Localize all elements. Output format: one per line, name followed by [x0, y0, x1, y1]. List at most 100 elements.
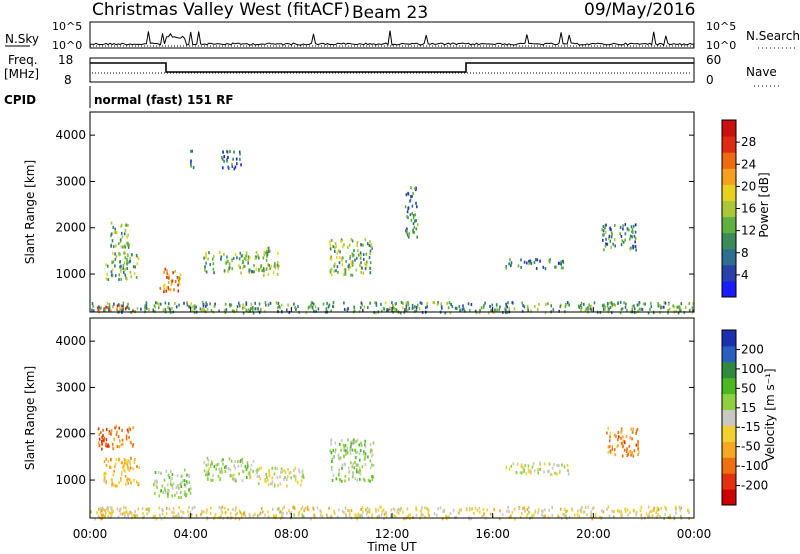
velocity-cell [393, 514, 395, 518]
velocity-cell [356, 450, 359, 454]
power-cell [267, 246, 270, 250]
velocity-cell [471, 507, 473, 511]
velocity-cell [688, 511, 690, 515]
power-cell [280, 303, 283, 307]
power-cell [332, 304, 334, 308]
velocity-cell [364, 445, 367, 448]
velocity-colorbar-label: Velocity [m s⁻¹] [763, 368, 777, 461]
power-cell [667, 309, 669, 312]
velocity-cell [271, 467, 273, 470]
velocity-cell [348, 477, 350, 481]
velocity-cell [219, 478, 221, 482]
power-cell [128, 260, 131, 264]
velocity-cell [350, 509, 353, 513]
power-cell [350, 238, 353, 241]
power-cell [274, 264, 277, 268]
velocity-cell [293, 507, 296, 511]
power-cell [269, 301, 272, 305]
power-cell [691, 306, 694, 310]
power-cell [125, 276, 128, 280]
velocity-cell [277, 507, 279, 511]
velocity-cell [252, 514, 255, 518]
power-cell [416, 205, 418, 209]
velocity-cell [154, 471, 157, 474]
power-cell [202, 302, 205, 306]
power-cell [107, 278, 110, 281]
velocity-cell [339, 456, 342, 460]
range-tick-label: 2000 [55, 221, 86, 235]
power-cell [612, 242, 614, 246]
power-cell [356, 244, 358, 247]
power-cell [603, 248, 605, 252]
velocity-cell [102, 428, 104, 432]
velocity-cell [638, 450, 640, 454]
colorbar-swatch [722, 248, 736, 266]
power-cell [444, 311, 446, 315]
velocity-cell [101, 439, 103, 443]
velocity-cell [393, 508, 396, 512]
velocity-cell [121, 465, 124, 469]
power-cell [272, 270, 275, 274]
power-cell [358, 253, 360, 257]
power-cell [329, 257, 332, 261]
velocity-cell [328, 506, 330, 510]
velocity-cell [364, 439, 367, 443]
velocity-cell [576, 513, 579, 517]
power-cell [111, 239, 114, 243]
power-cell [406, 215, 408, 219]
time-tick-label: 12:00 [375, 527, 410, 541]
power-cell [326, 301, 328, 305]
velocity-cell [580, 507, 582, 511]
colorbar-swatch [722, 232, 736, 250]
velocity-cell [281, 470, 284, 474]
power-cell [609, 306, 612, 309]
velocity-cell [424, 515, 426, 519]
velocity-cell [283, 469, 286, 473]
velocity-cell [341, 466, 343, 470]
power-cell [242, 306, 244, 310]
velocity-cell [669, 515, 671, 519]
velocity-cell [586, 513, 588, 517]
velocity-cell [370, 448, 372, 452]
power-cell [103, 308, 105, 312]
power-cell [534, 305, 536, 308]
power-cell [365, 264, 368, 268]
velocity-cell [183, 490, 186, 494]
velocity-cell [252, 469, 254, 473]
power-cell [510, 264, 512, 268]
power-cell [238, 264, 240, 268]
power-cell [603, 233, 605, 236]
velocity-cell [157, 471, 160, 474]
velocity-cell [296, 481, 299, 485]
velocity-cell [177, 512, 180, 516]
power-cell [508, 262, 510, 266]
velocity-cell [227, 508, 229, 511]
velocity-cell [306, 507, 309, 511]
beam-label: Beam 23 [352, 3, 428, 23]
power-cell [242, 266, 244, 270]
velocity-cell [520, 463, 523, 467]
power-cell [329, 269, 332, 273]
power-cell [111, 268, 114, 272]
power-cell [156, 301, 158, 305]
velocity-cell [220, 459, 223, 463]
velocity-cell [219, 470, 222, 474]
power-cell [513, 307, 516, 311]
velocity-cell [294, 475, 297, 479]
velocity-cell [136, 480, 138, 484]
velocity-cell [165, 512, 168, 516]
velocity-cell [526, 513, 529, 516]
velocity-cell [359, 472, 362, 476]
power-cell [309, 305, 311, 309]
power-cell [205, 261, 207, 265]
velocity-cell [437, 507, 439, 511]
velocity-cell [175, 514, 178, 518]
velocity-cell [110, 478, 113, 482]
power-cell [344, 269, 347, 273]
power-cell [126, 257, 128, 261]
power-cell [212, 262, 215, 266]
power-cell [609, 239, 612, 243]
power-cell [266, 253, 269, 257]
power-cell [351, 239, 354, 243]
velocity-cell [235, 512, 237, 516]
